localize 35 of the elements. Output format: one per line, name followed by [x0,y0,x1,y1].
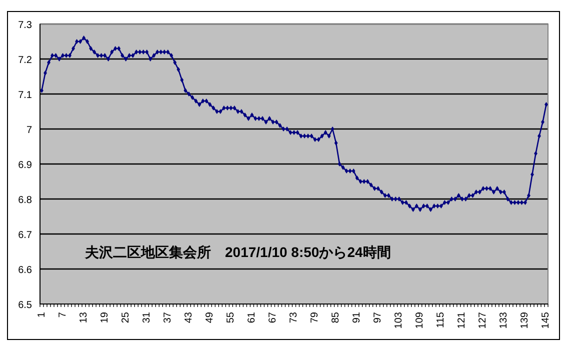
x-tick-label: 67 [267,312,278,324]
x-tick-label: 31 [141,312,152,324]
y-tick-label: 7 [26,125,32,136]
y-tick-label: 7.3 [18,20,32,31]
y-tick-label: 7.2 [18,55,32,66]
y-tick-label: 6.5 [18,300,32,311]
y-tick-label: 6.9 [18,160,32,171]
x-tick-label: 61 [246,312,258,324]
x-tick-label: 25 [120,312,132,324]
x-tick-label: 19 [99,312,110,324]
x-tick-label: 1 [36,312,48,318]
x-tick-label: 103 [394,312,405,329]
x-tick-label: 13 [78,312,90,324]
x-tick-label: 97 [372,312,384,324]
x-tick-label: 85 [330,312,342,324]
x-tick-label: 91 [352,312,363,324]
x-tick-label: 43 [183,312,194,324]
x-tick-label: 127 [478,312,489,329]
x-tick-label: 145 [540,312,552,329]
annotation: 夫沢二区地区集会所 2017/1/10 8:50から24時間 [84,244,391,260]
x-tick-label: 37 [162,312,174,324]
x-tick-label: 133 [498,312,510,329]
x-tick-label: 7 [57,312,68,318]
y-tick-label: 6.6 [18,265,32,276]
x-tick-label: 115 [436,312,447,328]
x-tick-label: 121 [456,312,468,329]
y-tick-label: 6.7 [18,230,32,241]
x-tick-label: 49 [204,312,216,324]
x-tick-label: 109 [414,312,426,329]
x-tick-label: 139 [520,312,531,329]
x-tick-label: 55 [225,312,236,324]
x-tick-label: 79 [310,312,321,324]
x-tick-label: 73 [288,312,300,324]
y-tick-label: 7.1 [18,90,32,101]
y-tick-label: 6.8 [18,195,32,206]
